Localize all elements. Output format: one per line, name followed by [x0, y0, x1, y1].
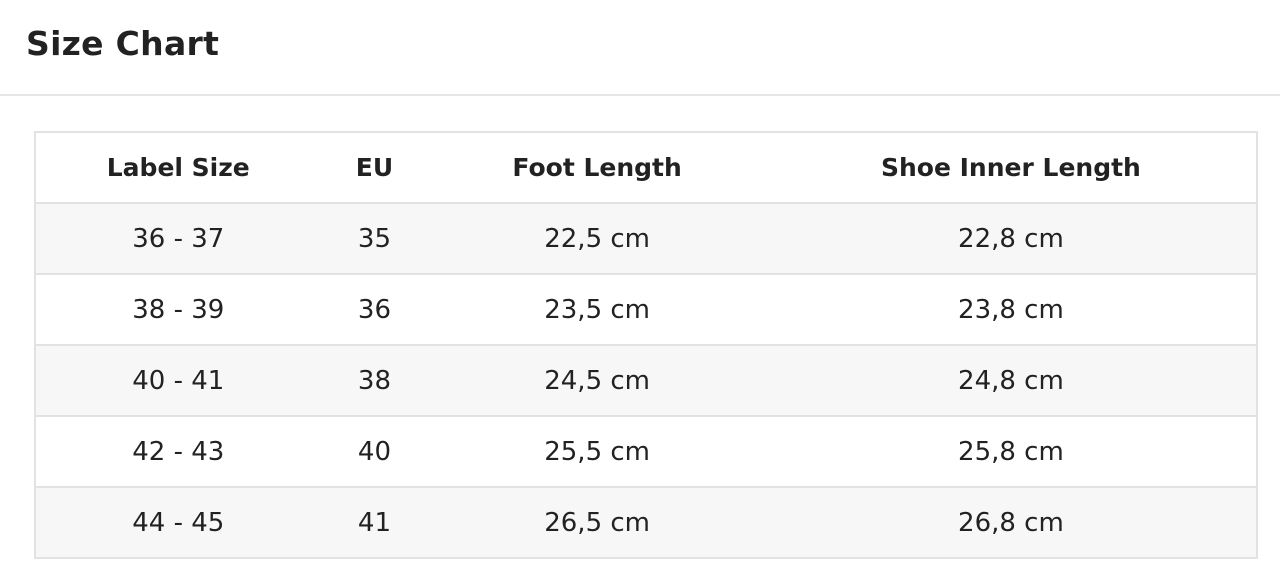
page-title: Size Chart [26, 24, 220, 63]
cell-eu: 36 [320, 274, 429, 346]
cell-foot-length: 23,5 cm [428, 274, 766, 346]
cell-shoe-inner-length: 25,8 cm [765, 416, 1257, 488]
cell-eu: 35 [320, 203, 429, 275]
table-row: 38 - 39 36 23,5 cm 23,8 cm [35, 274, 1257, 346]
cell-eu: 40 [320, 416, 429, 488]
column-header-shoe-inner-length: Shoe Inner Length [765, 132, 1257, 204]
cell-shoe-inner-length: 23,8 cm [765, 274, 1257, 346]
column-header-label-size: Label Size [35, 132, 321, 204]
cell-label-size: 36 - 37 [35, 203, 321, 275]
cell-shoe-inner-length: 24,8 cm [765, 345, 1257, 417]
cell-shoe-inner-length: 26,8 cm [765, 487, 1257, 558]
cell-label-size: 44 - 45 [35, 487, 321, 558]
table-row: 44 - 45 41 26,5 cm 26,8 cm [35, 487, 1257, 558]
cell-eu: 41 [320, 487, 429, 558]
table-row: 36 - 37 35 22,5 cm 22,8 cm [35, 203, 1257, 275]
cell-foot-length: 24,5 cm [428, 345, 766, 417]
cell-shoe-inner-length: 22,8 cm [765, 203, 1257, 275]
column-header-eu: EU [320, 132, 429, 204]
table-header-row: Label Size EU Foot Length Shoe Inner Len… [35, 132, 1257, 204]
cell-eu: 38 [320, 345, 429, 417]
cell-foot-length: 26,5 cm [428, 487, 766, 558]
cell-foot-length: 22,5 cm [428, 203, 766, 275]
table-row: 42 - 43 40 25,5 cm 25,8 cm [35, 416, 1257, 488]
cell-label-size: 42 - 43 [35, 416, 321, 488]
cell-label-size: 40 - 41 [35, 345, 321, 417]
size-chart-table: Label Size EU Foot Length Shoe Inner Len… [34, 131, 1258, 559]
cell-foot-length: 25,5 cm [428, 416, 766, 488]
modal-header: Size Chart [0, 0, 1280, 96]
cell-label-size: 38 - 39 [35, 274, 321, 346]
column-header-foot-length: Foot Length [428, 132, 766, 204]
table-row: 40 - 41 38 24,5 cm 24,8 cm [35, 345, 1257, 417]
